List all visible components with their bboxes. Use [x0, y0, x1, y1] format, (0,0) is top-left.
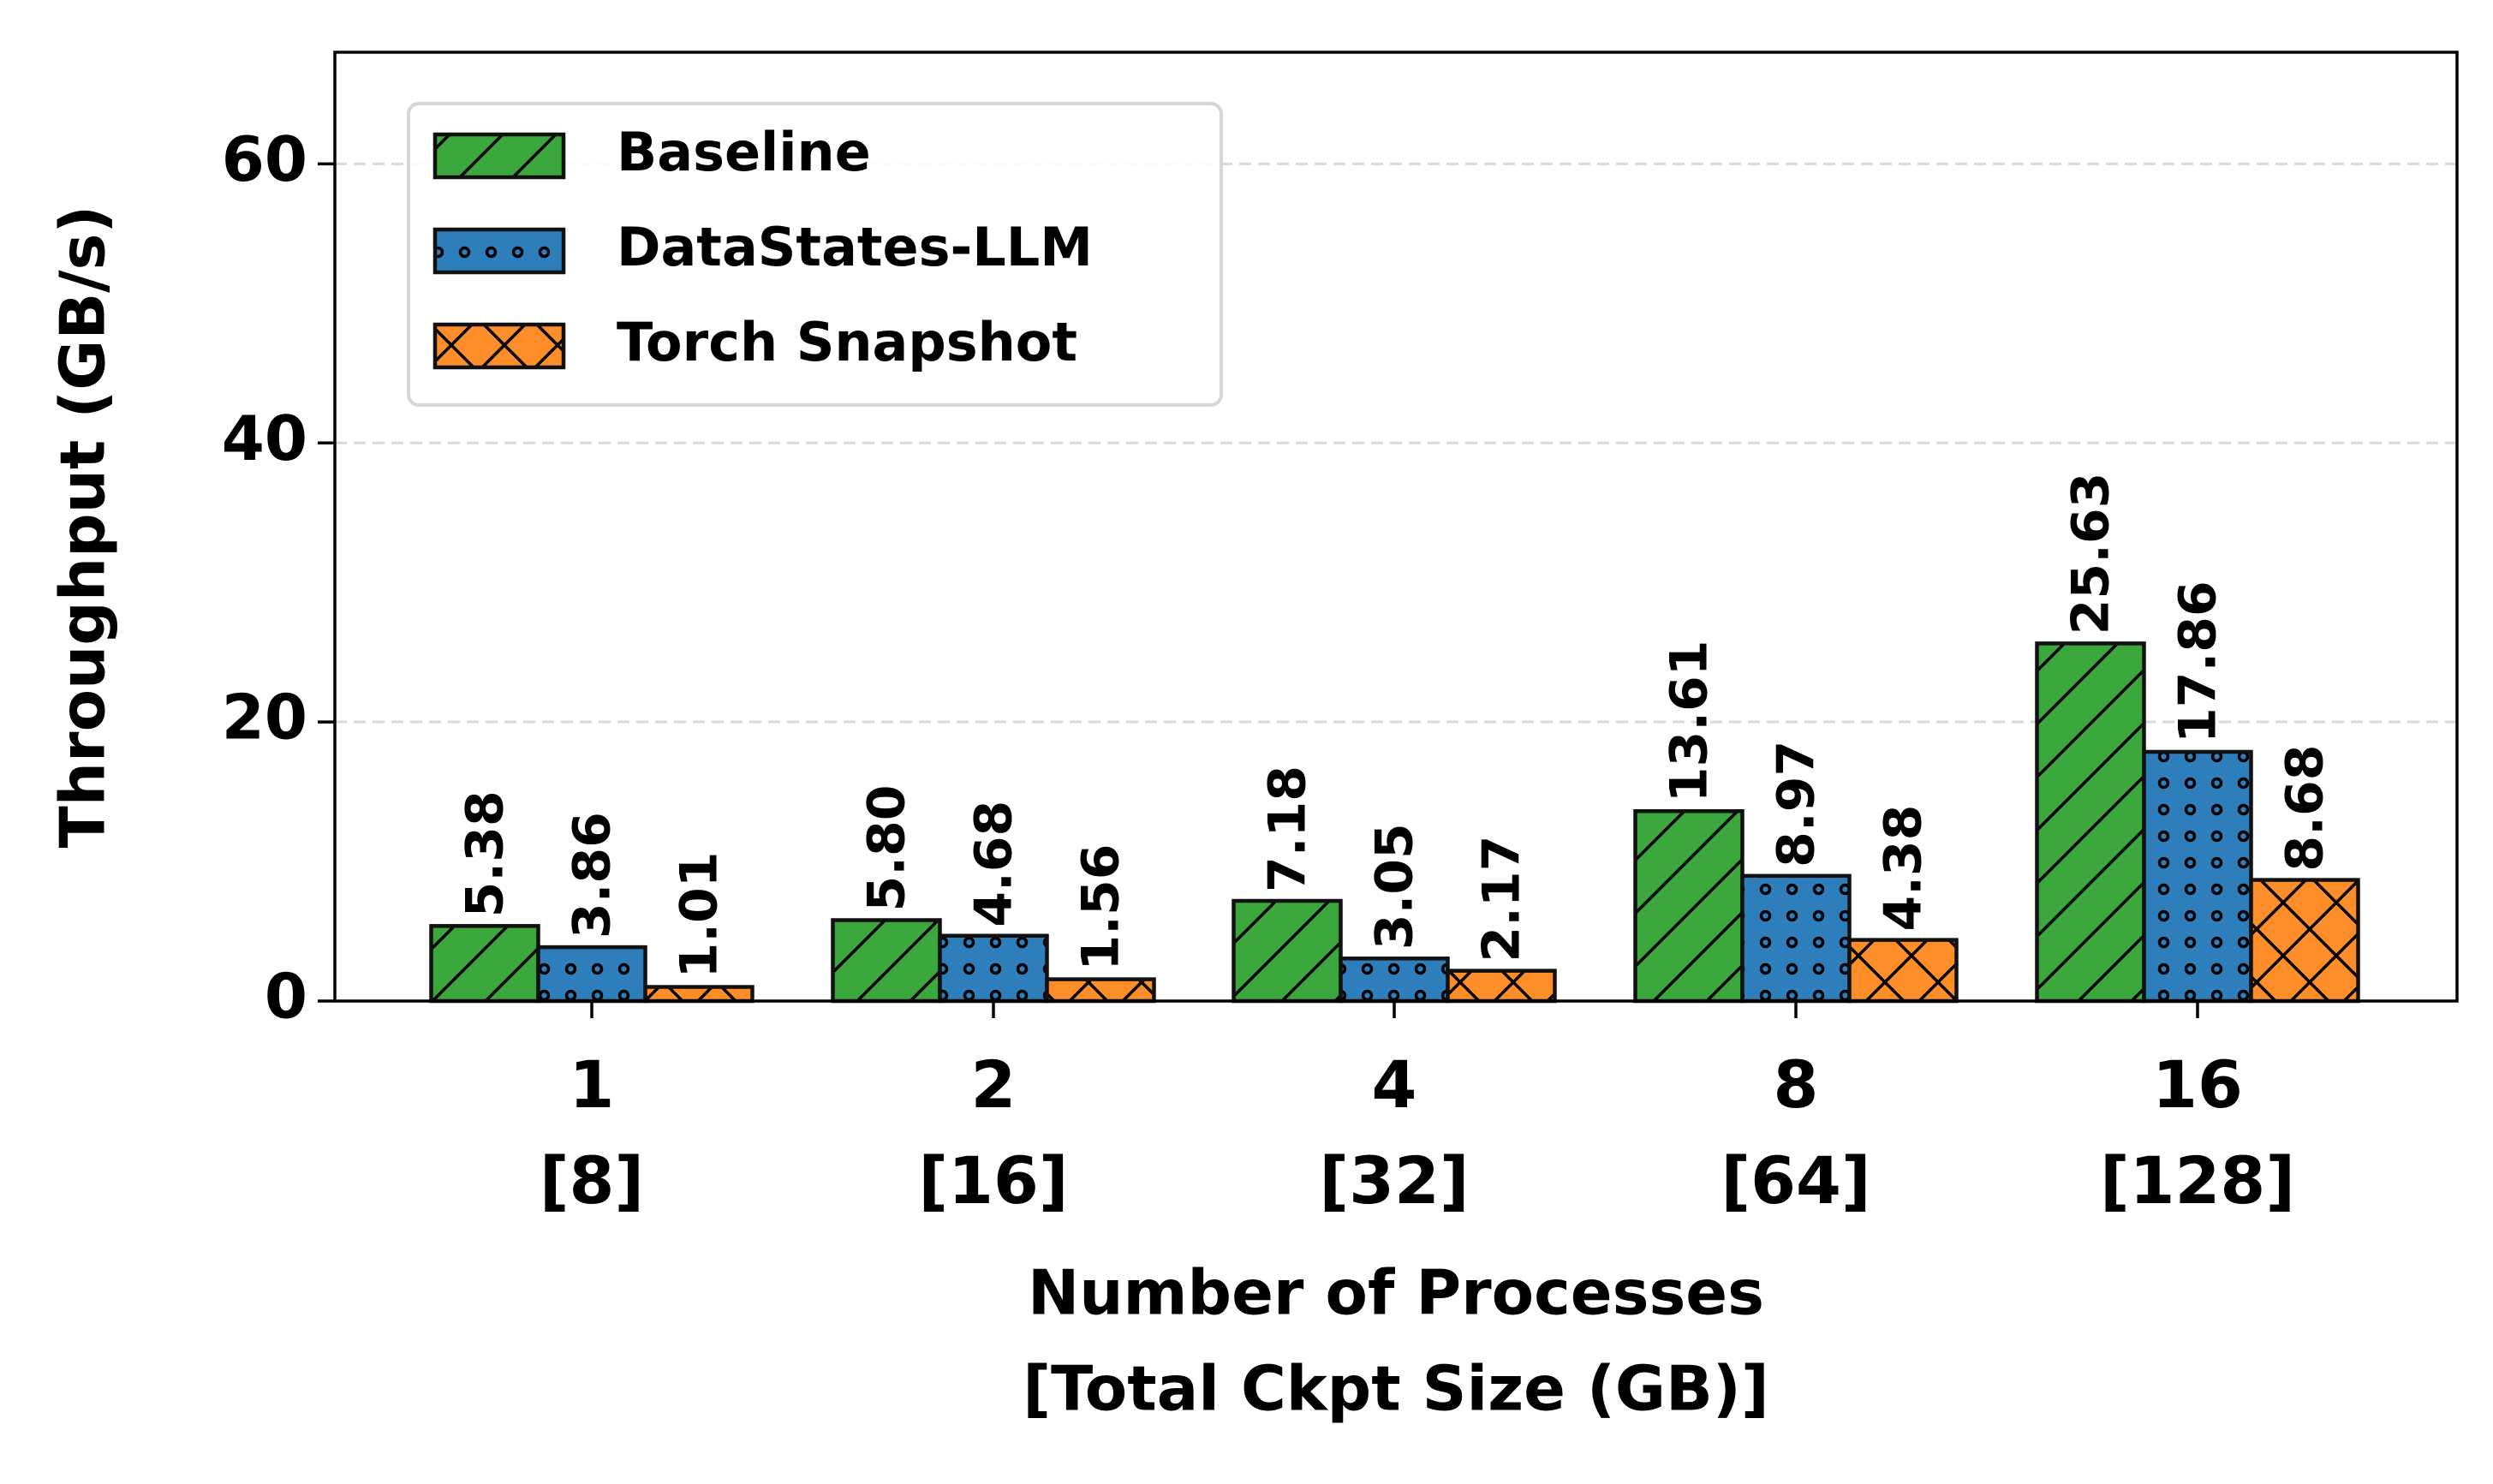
- legend-item-baseline: Baseline: [432, 121, 871, 183]
- x-axis: 1 [8] 2 [16] 4 [32] 8 [64] 16 [128]: [540, 1001, 2295, 1219]
- value-label: 8.97: [1767, 741, 1827, 867]
- bar-torch-snapshot: [1045, 977, 1156, 1004]
- legend-label: Torch Snapshot: [617, 311, 1077, 373]
- bar-baseline: [1633, 808, 1745, 1004]
- value-label: 3.86: [563, 812, 623, 939]
- x-tick-label-line2: [128]: [2100, 1142, 2295, 1219]
- bar-datastates-llm: [1339, 957, 1450, 1004]
- x-axis-title-line2: [Total Ckpt Size (GB)]: [1023, 1353, 1768, 1425]
- value-label: 5.80: [857, 784, 917, 911]
- x-tick-label: 1: [570, 1046, 615, 1123]
- value-label: 4.68: [964, 801, 1024, 927]
- bar-baseline: [831, 918, 942, 1004]
- x-tick-label: 4: [1372, 1046, 1417, 1123]
- y-tick-label: 60: [222, 123, 307, 195]
- value-label: 2.17: [1472, 836, 1532, 963]
- x-tick-label-line2: [16]: [918, 1142, 1068, 1219]
- y-tick-label: 0: [265, 961, 307, 1033]
- bar-datastates-llm: [938, 933, 1049, 1004]
- x-tick-label: 8: [1774, 1046, 1819, 1123]
- y-tick-label: 40: [222, 402, 307, 474]
- x-tick-label: 16: [2152, 1046, 2243, 1123]
- x-tick-label-line2: [64]: [1721, 1142, 1870, 1219]
- y-axis: 0 20 40 60: [222, 123, 335, 1033]
- bar-torch-snapshot: [2249, 878, 2360, 1004]
- x-tick-label-line2: [32]: [1319, 1142, 1469, 1219]
- value-label: 17.86: [2168, 581, 2228, 743]
- y-axis-title: Throughput (GB/s): [47, 206, 119, 849]
- value-label: 13.61: [1660, 640, 1720, 802]
- value-label: 8.68: [2275, 745, 2335, 872]
- bar-torch-snapshot: [643, 985, 754, 1004]
- value-label: 3.05: [1365, 823, 1425, 950]
- value-label: 7.18: [1258, 766, 1318, 892]
- legend-item-torch-snapshot: Torch Snapshot: [432, 311, 1077, 373]
- legend-label: Baseline: [617, 121, 871, 183]
- legend-label: DataStates-LLM: [617, 216, 1093, 278]
- bar-datastates-llm: [536, 945, 647, 1004]
- value-label: 1.01: [670, 851, 730, 978]
- value-label: 1.56: [1071, 844, 1131, 971]
- x-axis-title: Number of Processes: [1028, 1257, 1764, 1329]
- y-tick-label: 20: [222, 682, 307, 754]
- value-label: 5.38: [456, 790, 516, 917]
- bar-baseline: [2035, 641, 2146, 1004]
- value-labels: 5.38 5.80 7.18 13.61 25.63 3.86 4.68 3.05 8.97 17…: [456, 473, 2335, 979]
- value-label: 25.63: [2061, 473, 2121, 635]
- bar-baseline: [429, 924, 540, 1004]
- legend-item-datastates-llm: DataStates-LLM: [432, 216, 1093, 278]
- plot-frame: [333, 51, 2459, 1003]
- value-label: 4.38: [1874, 805, 1934, 932]
- legend: Baseline DataStates-LLM Torch Snapshot: [407, 102, 1223, 407]
- bar-datastates-llm: [1740, 873, 1852, 1004]
- bar-torch-snapshot: [1446, 968, 1557, 1004]
- x-tick-label: 2: [971, 1046, 1017, 1123]
- bar-datastates-llm: [2142, 749, 2253, 1004]
- legend-box: [407, 102, 1223, 407]
- bar-baseline: [1232, 898, 1343, 1004]
- grid-lines: [335, 162, 2457, 724]
- x-tick-label-line2: [8]: [540, 1142, 644, 1219]
- bar-torch-snapshot: [1847, 938, 1959, 1004]
